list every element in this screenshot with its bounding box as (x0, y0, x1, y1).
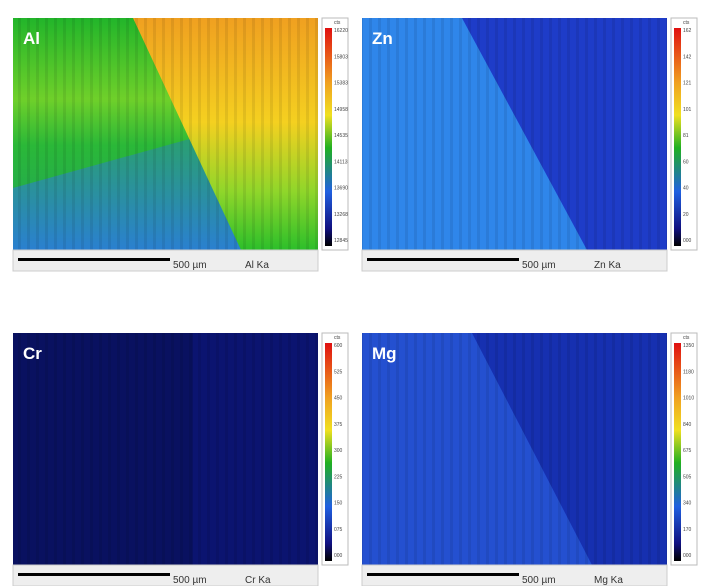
colorbar-label: 300 (334, 448, 343, 454)
colorbar-label: 13690 (334, 186, 348, 192)
map-texture (362, 333, 667, 565)
colorbar (674, 28, 681, 246)
scale-label: 500 µm (173, 575, 207, 586)
map-panel: Al cts 16220 15803 15383 14958 14535 14113 13690… (12, 17, 349, 272)
colorbar-label: 101 (683, 107, 692, 113)
colorbar-label: 1010 (683, 396, 694, 402)
colorbar (325, 28, 332, 246)
colorbar-label: 150 (334, 501, 343, 507)
scale-label: 500 µm (522, 575, 556, 586)
colorbar-label: 840 (683, 422, 692, 428)
map-texture (13, 333, 318, 565)
colorbar-label: 450 (334, 396, 343, 402)
colorbar-label: 14113 (334, 159, 348, 165)
line-label: Mg Ka (594, 575, 623, 586)
colorbar-unit: cts (683, 335, 690, 341)
colorbar-unit: cts (334, 335, 341, 341)
colorbar-label: 13268 (334, 212, 348, 218)
colorbar-label: 675 (683, 448, 692, 454)
colorbar-unit: cts (683, 20, 690, 26)
colorbar-label: 121 (683, 81, 692, 87)
colorbar-unit: cts (334, 20, 341, 26)
map-panel: Cr cts 600 525 450 375 300 225 150 075 000 500 µm Cr… (12, 332, 349, 586)
colorbar (674, 343, 681, 561)
scale-bar (367, 573, 519, 576)
colorbar-label: 60 (683, 159, 689, 165)
colorbar-label: 142 (683, 54, 692, 60)
scale-label: 500 µm (173, 260, 207, 271)
scale-bar (18, 573, 170, 576)
colorbar (325, 343, 332, 561)
line-label: Cr Ka (245, 575, 271, 586)
colorbar-label: 225 (334, 474, 343, 480)
colorbar-label: 505 (683, 474, 692, 480)
colorbar-label: 170 (683, 527, 692, 533)
colorbar-label: 000 (683, 238, 692, 244)
element-label: Zn (372, 29, 393, 48)
colorbar-label: 1180 (683, 369, 694, 375)
map-texture (362, 18, 667, 250)
element-label: Al (23, 29, 40, 48)
colorbar-label: 12845 (334, 238, 348, 244)
colorbar-label: 600 (334, 343, 343, 349)
colorbar-label: 1350 (683, 343, 694, 349)
colorbar-label: 14535 (334, 133, 348, 139)
scale-bar (18, 258, 170, 261)
colorbar-label: 15383 (334, 81, 348, 87)
colorbar-label: 81 (683, 133, 689, 139)
colorbar-label: 340 (683, 501, 692, 507)
colorbar-label: 525 (334, 369, 343, 375)
colorbar-label: 162 (683, 28, 692, 34)
line-label: Zn Ka (594, 260, 621, 271)
colorbar-label: 16220 (334, 28, 348, 34)
map-texture (13, 18, 318, 250)
colorbar-label: 14958 (334, 107, 348, 113)
colorbar-label: 000 (683, 553, 692, 559)
element-label: Cr (23, 344, 42, 363)
colorbar-label: 075 (334, 527, 343, 533)
colorbar-label: 15803 (334, 54, 348, 60)
map-panel: Zn cts 162 142 121 101 81 60 40 20 000 500 µm Zn Ka (361, 17, 698, 272)
colorbar-label: 375 (334, 422, 343, 428)
scale-bar (367, 258, 519, 261)
colorbar-label: 40 (683, 186, 689, 192)
colorbar-label: 000 (334, 553, 343, 559)
line-label: Al Ka (245, 260, 269, 271)
scale-label: 500 µm (522, 260, 556, 271)
map-panel: Mg cts 1350 1180 1010 840 675 505 340 170 000 500 µ… (361, 332, 698, 586)
colorbar-label: 20 (683, 212, 689, 218)
element-label: Mg (372, 344, 397, 363)
